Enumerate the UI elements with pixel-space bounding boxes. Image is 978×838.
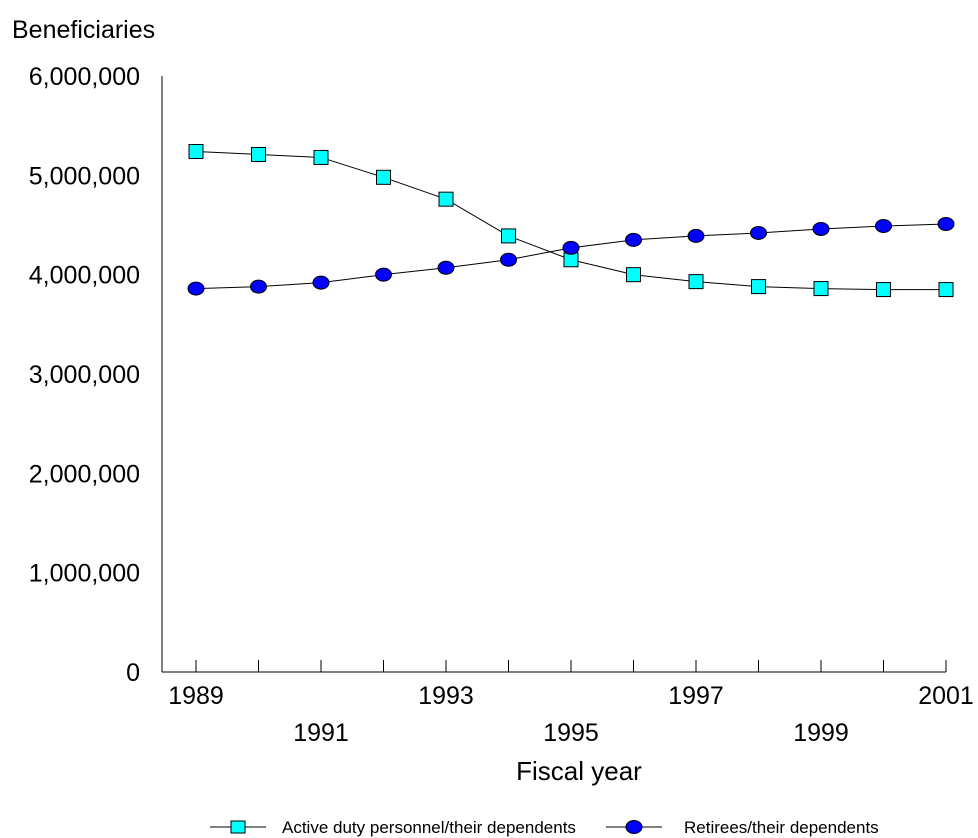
- data-point: [625, 232, 642, 247]
- data-point: [876, 282, 891, 298]
- y-tick-label: 3,000,000: [29, 361, 140, 389]
- legend-label: Retirees/their dependents: [684, 818, 879, 837]
- legend-marker: [625, 820, 643, 834]
- data-point: [562, 240, 580, 255]
- data-point: [313, 149, 329, 165]
- data-point: [875, 218, 892, 233]
- x-tick-label: 1989: [168, 682, 224, 710]
- data-point: [750, 225, 767, 240]
- x-tick-label: 1991: [293, 719, 349, 747]
- series-line: [195, 150, 946, 291]
- y-axis-title: Beneficiaries: [12, 16, 155, 44]
- y-tick-label: 2,000,000: [29, 460, 140, 488]
- legend-label: Active duty personnel/their dependents: [282, 818, 576, 837]
- data-point: [375, 267, 392, 282]
- series-1: [188, 143, 954, 298]
- data-point: [751, 279, 766, 295]
- y-tick-label: 0: [126, 659, 140, 687]
- data-point: [687, 228, 705, 243]
- data-point: [500, 252, 517, 267]
- x-tick-labels: 1989 1991 1993 1995 1997 1999 2001: [168, 682, 974, 747]
- series-2: [187, 217, 955, 296]
- data-point: [938, 282, 954, 298]
- data-point: [688, 274, 704, 290]
- axes: [161, 76, 947, 673]
- y-tick-label: 4,000,000: [29, 262, 140, 290]
- series-group: [187, 143, 955, 298]
- legend-marker: [230, 820, 246, 834]
- x-tick-label: 1995: [543, 719, 599, 747]
- data-point: [251, 146, 266, 162]
- data-point: [437, 260, 455, 275]
- data-point: [563, 252, 579, 268]
- y-tick-label: 1,000,000: [29, 560, 140, 588]
- y-tick-label: 6,000,000: [29, 63, 140, 91]
- x-tick-label: 1997: [668, 682, 724, 710]
- data-point: [937, 217, 955, 232]
- data-point: [501, 228, 516, 244]
- data-point: [376, 169, 391, 185]
- data-point: [187, 281, 205, 296]
- legend: Active duty personnel/their dependents Re…: [210, 818, 879, 837]
- x-tick-label: 1993: [418, 682, 474, 710]
- y-tick-labels: 0 1,000,000 2,000,000 3,000,000 4,000,000 5,0…: [29, 63, 140, 687]
- x-tick-label: 1999: [793, 719, 849, 747]
- x-tick-label: 2001: [918, 682, 974, 710]
- data-point: [312, 275, 330, 290]
- data-point: [812, 221, 830, 236]
- data-point: [438, 191, 454, 207]
- y-tick-label: 5,000,000: [29, 162, 140, 190]
- data-point: [813, 281, 829, 297]
- data-point: [626, 267, 641, 283]
- data-point: [188, 143, 204, 159]
- x-axis-title: Fiscal year: [516, 756, 642, 786]
- data-point: [250, 279, 267, 294]
